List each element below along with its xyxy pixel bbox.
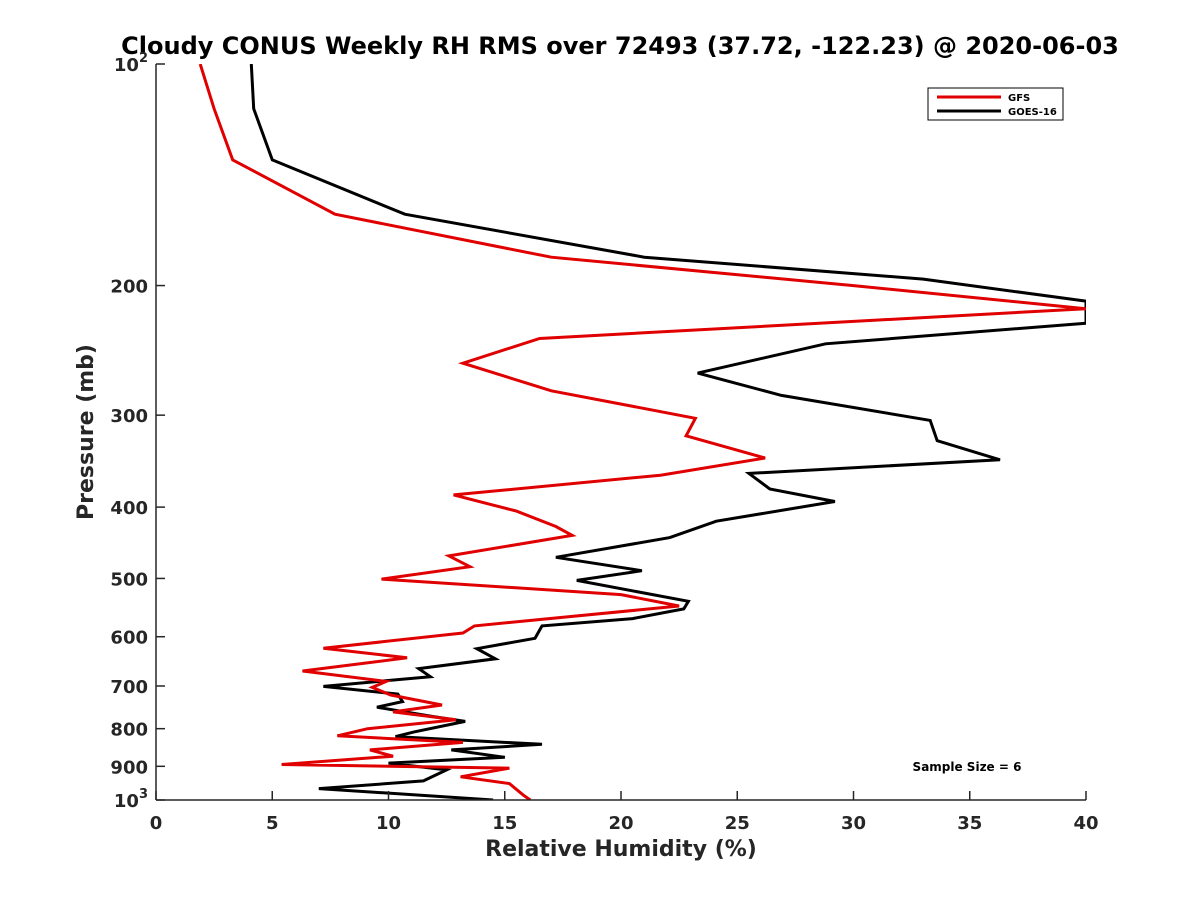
- axes-background: [156, 64, 1086, 800]
- chart-title: Cloudy CONUS Weekly RH RMS over 72493 (3…: [121, 32, 1119, 60]
- x-tick-label: 0: [150, 813, 163, 834]
- series-lines: [198, 64, 1086, 800]
- legend-box: [927, 87, 1064, 121]
- y-tick-label: 700: [110, 677, 148, 698]
- y-tick-label: 102: [114, 51, 148, 76]
- y-tick-label: 400: [110, 498, 148, 519]
- x-tick-label: 25: [725, 813, 750, 834]
- y-tick-label: 600: [110, 628, 148, 649]
- x-tick-label: 35: [957, 813, 982, 834]
- legend-label-goes16: GOES-16: [1008, 107, 1057, 118]
- series-line-goes16: [249, 64, 1086, 800]
- x-tick-label: 40: [1073, 813, 1098, 834]
- y-tick-label: 900: [110, 757, 148, 778]
- x-tick-label: 30: [841, 813, 866, 834]
- y-tick-label: 800: [110, 720, 148, 741]
- y-axis-label: Pressure (mb): [74, 344, 99, 520]
- y-tick-label: 103: [114, 787, 148, 812]
- legend: GFS GOES-16: [927, 87, 1064, 121]
- x-tick-label: 15: [492, 813, 517, 834]
- x-ticks: 0 5 10 15 20 25 30 35 40: [150, 791, 1099, 834]
- y-ticks: 102 200 300 400 500 600 700 800 900 103: [110, 51, 165, 812]
- plot-area: [156, 64, 1086, 800]
- legend-label-gfs: GFS: [1008, 93, 1030, 104]
- y-tick-label: 500: [110, 569, 148, 590]
- x-tick-label: 10: [376, 813, 401, 834]
- sample-size-annotation: Sample Size = 6: [913, 760, 1022, 774]
- series-line-gfs: [198, 64, 1086, 800]
- x-tick-label: 5: [266, 813, 279, 834]
- y-tick-label: 300: [110, 406, 148, 427]
- y-tick-label: 200: [110, 277, 148, 298]
- x-axis-label: Relative Humidity (%): [485, 837, 757, 862]
- series-layer: [198, 64, 1086, 800]
- x-tick-label: 20: [608, 813, 633, 834]
